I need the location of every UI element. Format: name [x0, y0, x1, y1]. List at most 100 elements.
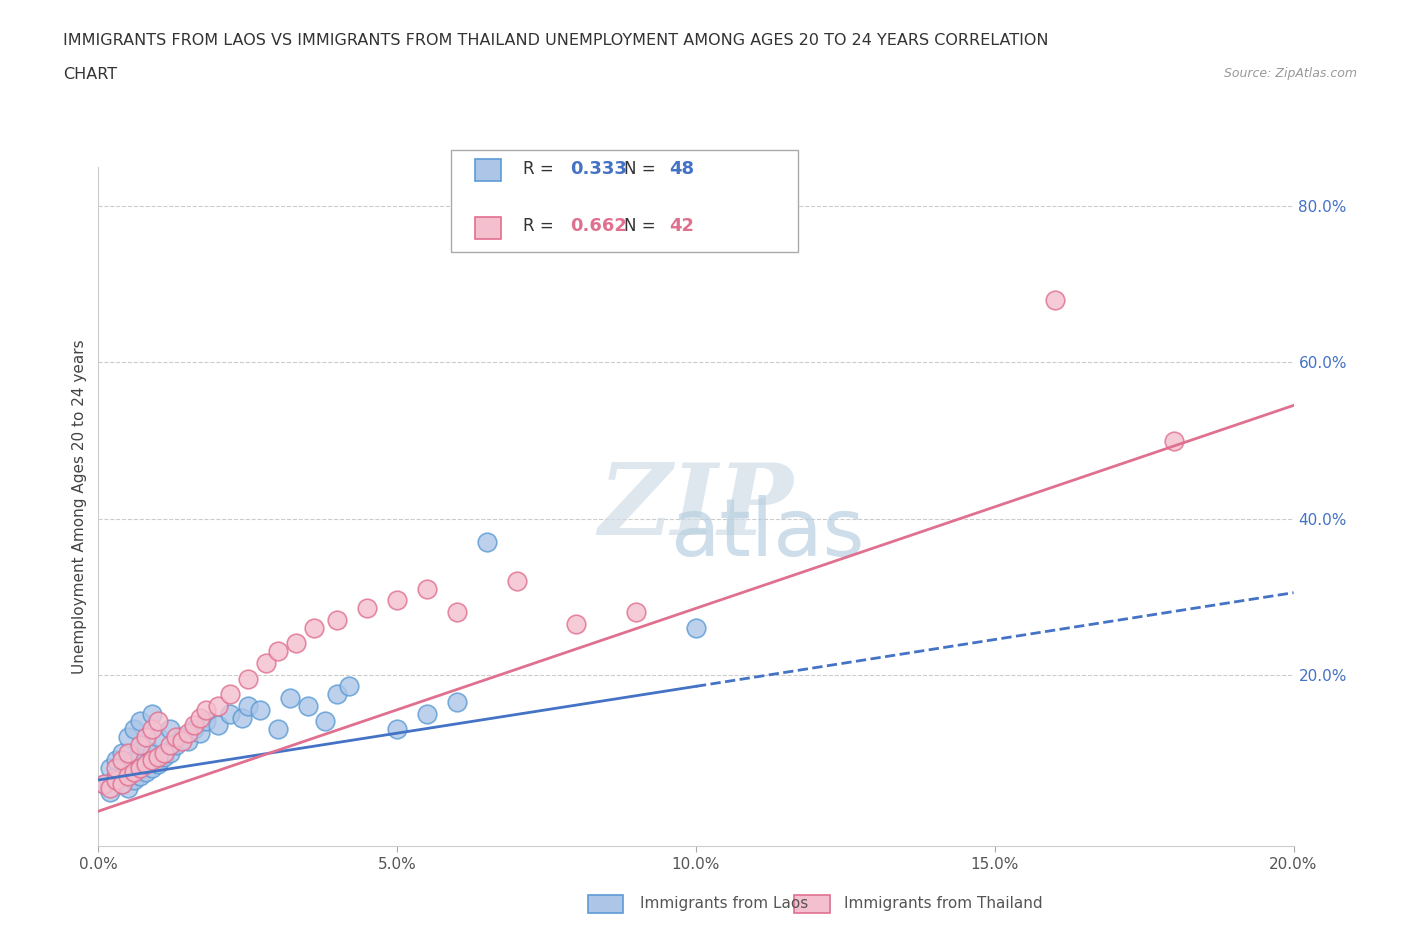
Point: [159, 737, 181, 752]
Point: [177, 734, 200, 749]
Point: [267, 644, 290, 658]
Text: N =: N =: [624, 218, 661, 235]
Point: [135, 764, 157, 779]
Point: [153, 745, 176, 760]
Point: [446, 604, 468, 619]
Point: [302, 620, 325, 635]
Point: [165, 737, 187, 752]
Point: [141, 722, 163, 737]
Point: [148, 730, 170, 745]
Point: [129, 737, 152, 752]
Point: [105, 761, 128, 776]
Point: [219, 706, 242, 721]
Point: [315, 714, 337, 729]
Text: 48: 48: [669, 160, 695, 178]
Text: Immigrants from Laos: Immigrants from Laos: [640, 897, 808, 911]
Point: [93, 777, 115, 791]
Point: [356, 601, 378, 616]
Point: [105, 773, 128, 788]
Point: [231, 711, 253, 725]
Text: R =: R =: [523, 218, 558, 235]
Point: [141, 753, 163, 768]
FancyBboxPatch shape: [451, 151, 797, 252]
Point: [153, 750, 176, 764]
Point: [141, 761, 163, 776]
Point: [475, 535, 498, 550]
Point: [339, 679, 360, 694]
Point: [172, 730, 194, 745]
Text: Immigrants from Thailand: Immigrants from Thailand: [844, 897, 1042, 911]
Point: [284, 636, 307, 651]
Point: [297, 698, 319, 713]
Text: 0.662: 0.662: [571, 218, 627, 235]
Text: N =: N =: [624, 160, 661, 178]
Point: [117, 745, 139, 760]
Point: [278, 691, 301, 706]
Point: [326, 613, 349, 628]
Point: [416, 706, 439, 721]
Bar: [588, 895, 623, 913]
Point: [159, 745, 181, 760]
Point: [135, 737, 157, 752]
Point: [565, 617, 588, 631]
Point: [685, 620, 707, 635]
Point: [326, 686, 349, 701]
Point: [135, 757, 157, 772]
FancyBboxPatch shape: [475, 159, 501, 181]
Point: [100, 784, 122, 799]
Text: 0.333: 0.333: [571, 160, 627, 178]
Point: [111, 745, 134, 760]
Point: [236, 671, 259, 686]
Text: R =: R =: [523, 160, 558, 178]
Text: IMMIGRANTS FROM LAOS VS IMMIGRANTS FROM THAILAND UNEMPLOYMENT AMONG AGES 20 TO 2: IMMIGRANTS FROM LAOS VS IMMIGRANTS FROM …: [63, 33, 1049, 47]
Point: [446, 695, 468, 710]
Point: [207, 718, 229, 733]
Bar: [794, 895, 830, 913]
Point: [188, 725, 211, 740]
Point: [117, 780, 139, 795]
Point: [188, 711, 211, 725]
Point: [219, 686, 242, 701]
Point: [129, 761, 152, 776]
Point: [506, 574, 529, 589]
Point: [105, 753, 128, 768]
Point: [626, 604, 648, 619]
Y-axis label: Unemployment Among Ages 20 to 24 years: Unemployment Among Ages 20 to 24 years: [72, 339, 87, 674]
Text: atlas: atlas: [671, 495, 865, 573]
Point: [195, 714, 218, 729]
Point: [111, 777, 134, 791]
Text: ZIP: ZIP: [599, 458, 793, 555]
Text: Source: ZipAtlas.com: Source: ZipAtlas.com: [1223, 67, 1357, 80]
Point: [129, 768, 152, 783]
Text: CHART: CHART: [63, 67, 117, 82]
Point: [117, 768, 139, 783]
Point: [254, 656, 277, 671]
Point: [148, 757, 170, 772]
Point: [195, 702, 218, 717]
Point: [1163, 433, 1185, 448]
Point: [416, 581, 439, 596]
Point: [159, 722, 181, 737]
Point: [172, 734, 194, 749]
Point: [236, 698, 259, 713]
Point: [111, 753, 134, 768]
Point: [124, 773, 146, 788]
Point: [141, 745, 163, 760]
Point: [385, 593, 409, 608]
Point: [93, 777, 115, 791]
Point: [129, 714, 152, 729]
Text: 42: 42: [669, 218, 695, 235]
FancyBboxPatch shape: [475, 217, 501, 239]
Point: [267, 722, 290, 737]
Point: [165, 730, 187, 745]
Point: [1043, 293, 1066, 308]
Point: [135, 730, 157, 745]
Point: [100, 780, 122, 795]
Point: [148, 750, 170, 764]
Point: [100, 761, 122, 776]
Point: [117, 730, 139, 745]
Point: [124, 764, 146, 779]
Point: [183, 718, 205, 733]
Point: [385, 722, 409, 737]
Point: [249, 702, 271, 717]
